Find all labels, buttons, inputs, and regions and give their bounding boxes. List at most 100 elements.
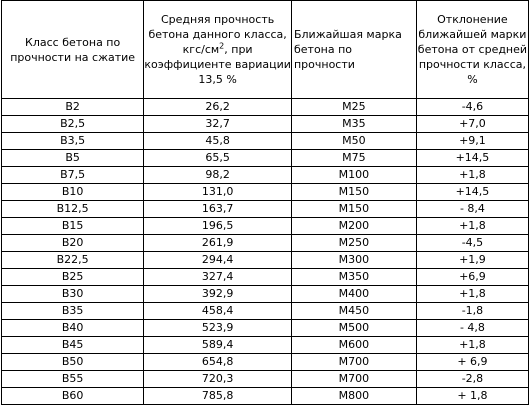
table-row: В12,5 163,7 М150- 8,4 — [0, 200, 529, 218]
cell-deviation: -4,6 — [415, 98, 529, 116]
table-row: В2 26,2 М25 -4,6 — [0, 98, 529, 116]
header-row: Класс бетона по прочности на сжатие Сред… — [0, 0, 529, 99]
cell-class: В20 — [0, 234, 145, 252]
cell-deviation: + 1,8 — [415, 387, 529, 405]
cell-grade: М700 — [290, 353, 417, 371]
cell-class: В45 — [0, 336, 145, 354]
cell-strength: 65,5 — [143, 149, 292, 167]
cell-strength: 26,2 — [143, 98, 292, 116]
table-row: В7,5 98,2 М100 +1,8 — [0, 166, 529, 184]
table-row: В25 327,4 М350 +6,9 — [0, 268, 529, 286]
cell-deviation: +1,8 — [415, 217, 529, 235]
cell-grade: М800 — [290, 387, 417, 405]
cell-class: В10 — [0, 183, 145, 201]
table-row: В2,5 32,7 М35 +7,0 — [0, 115, 529, 133]
table-row: В55 720,3 М700 -2,8 — [0, 370, 529, 388]
cell-class: В60 — [0, 387, 145, 405]
table-row: В50 654,8 М700 + 6,9 — [0, 353, 529, 371]
cell-class: В50 — [0, 353, 145, 371]
cell-class: В5 — [0, 149, 145, 167]
cell-grade: М500 — [290, 319, 417, 337]
cell-strength: 327,4 — [143, 268, 292, 286]
table-row: В40 523,9 М500- 4,8 — [0, 319, 529, 337]
cell-grade: М50 — [290, 132, 417, 150]
cell-deviation: -2,8 — [415, 370, 529, 388]
cell-deviation: +1,8 — [415, 336, 529, 354]
cell-deviation: +14,5 — [415, 183, 529, 201]
header-deviation: Отклонение ближайшей марки бетона от сре… — [415, 0, 529, 99]
cell-grade: М150 — [290, 183, 417, 201]
cell-grade: М35 — [290, 115, 417, 133]
cell-class: В15 — [0, 217, 145, 235]
cell-grade: М400 — [290, 285, 417, 303]
cell-strength: 45,8 — [143, 132, 292, 150]
table-row: В60 785,8 М800 + 1,8 — [0, 387, 529, 405]
cell-deviation: +7,0 — [415, 115, 529, 133]
cell-deviation: -1,8 — [415, 302, 529, 320]
table-row: В20 261,9 М250 -4,5 — [0, 234, 529, 252]
cell-strength: 98,2 — [143, 166, 292, 184]
cell-strength: 654,8 — [143, 353, 292, 371]
table-row: В35 458,4 М450 -1,8 — [0, 302, 529, 320]
cell-grade: М25 — [290, 98, 417, 116]
table-row: В5 65,5 М75 +14,5 — [0, 149, 529, 167]
cell-strength: 32,7 — [143, 115, 292, 133]
header-class: Класс бетона по прочности на сжатие — [0, 0, 145, 99]
header-strength-text: Средняя прочность бетона данного класса,… — [148, 13, 287, 56]
cell-deviation: +9,1 — [415, 132, 529, 150]
cell-strength: 589,4 — [143, 336, 292, 354]
table-body: В2 26,2 М25 -4,6 В2,5 32,7 М35 +7,0 В3,5 45,8 М50 +… — [0, 98, 529, 405]
cell-class: В25 — [0, 268, 145, 286]
cell-class: В30 — [0, 285, 145, 303]
header-grade: Ближайшая марка бетона по прочности — [290, 0, 417, 99]
cell-strength: 392,9 — [143, 285, 292, 303]
cell-grade: М200 — [290, 217, 417, 235]
cell-deviation: +14,5 — [415, 149, 529, 167]
table-row: В15 196,5 М200 +1,8 — [0, 217, 529, 235]
table-header: Класс бетона по прочности на сжатие Сред… — [0, 0, 529, 99]
cell-deviation: - 8,4 — [415, 200, 529, 218]
cell-deviation: +1,9 — [415, 251, 529, 269]
cell-strength: 785,8 — [143, 387, 292, 405]
header-strength-text-end: , при коэффициенте вариации 13,5 % — [144, 43, 291, 86]
cell-strength: 261,9 — [143, 234, 292, 252]
cell-grade: М300 — [290, 251, 417, 269]
header-strength: Средняя прочность бетона данного класса,… — [143, 0, 292, 99]
cell-grade: М250 — [290, 234, 417, 252]
cell-deviation: +1,8 — [415, 285, 529, 303]
table-row: В3,5 45,8 М50 +9,1 — [0, 132, 529, 150]
cell-grade: М350 — [290, 268, 417, 286]
cell-grade: М150 — [290, 200, 417, 218]
cell-class: В22,5 — [0, 251, 145, 269]
cell-class: В12,5 — [0, 200, 145, 218]
cell-class: В3,5 — [0, 132, 145, 150]
table-row: В10 131,0 М150 +14,5 — [0, 183, 529, 201]
cell-grade: М75 — [290, 149, 417, 167]
header-strength-sup: 2 — [219, 41, 225, 51]
cell-class: В2 — [0, 98, 145, 116]
cell-strength: 163,7 — [143, 200, 292, 218]
cell-class: В55 — [0, 370, 145, 388]
cell-strength: 196,5 — [143, 217, 292, 235]
cell-strength: 294,4 — [143, 251, 292, 269]
cell-deviation: +6,9 — [415, 268, 529, 286]
cell-grade: М100 — [290, 166, 417, 184]
cell-class: В7,5 — [0, 166, 145, 184]
cell-class: В2,5 — [0, 115, 145, 133]
cell-deviation: -4,5 — [415, 234, 529, 252]
table-row: В30 392,9 М400 +1,8 — [0, 285, 529, 303]
cell-deviation: - 4,8 — [415, 319, 529, 337]
cell-deviation: +1,8 — [415, 166, 529, 184]
cell-strength: 720,3 — [143, 370, 292, 388]
cell-deviation: + 6,9 — [415, 353, 529, 371]
cell-strength: 458,4 — [143, 302, 292, 320]
cell-class: В40 — [0, 319, 145, 337]
cell-grade: М700 — [290, 370, 417, 388]
table-row: В22,5 294,4 М300 +1,9 — [0, 251, 529, 269]
cell-class: В35 — [0, 302, 145, 320]
cell-strength: 131,0 — [143, 183, 292, 201]
table-row: В45 589,4 М600 +1,8 — [0, 336, 529, 354]
cell-grade: М600 — [290, 336, 417, 354]
cell-strength: 523,9 — [143, 319, 292, 337]
